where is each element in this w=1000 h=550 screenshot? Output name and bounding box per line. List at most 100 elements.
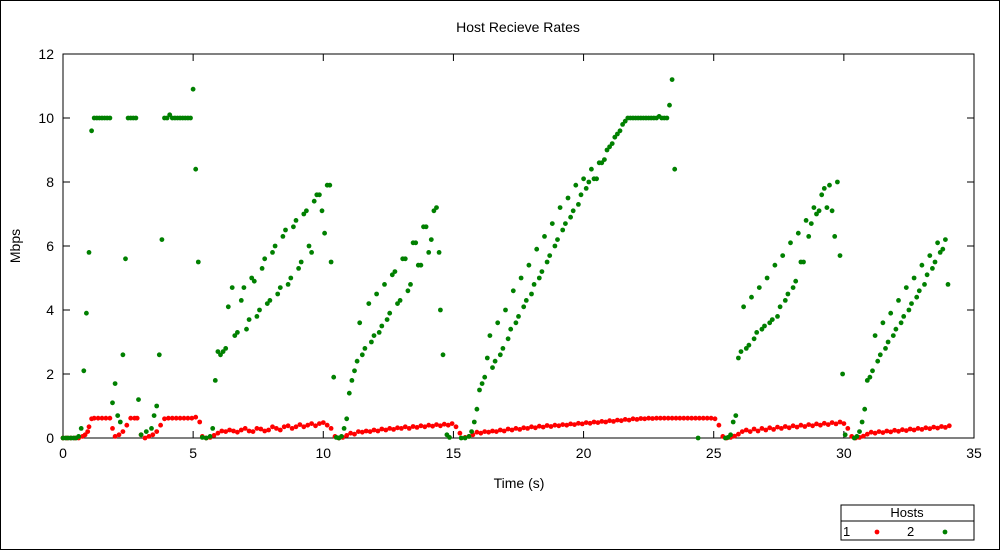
data-point [376,330,382,335]
data-point [513,320,519,326]
data-point [642,416,648,422]
data-point [572,422,577,427]
data-point [907,426,913,432]
data-point [943,425,948,430]
data-point [301,211,307,217]
data-point [296,266,301,271]
data-point [357,320,363,326]
data-point [190,86,196,92]
data-point [560,422,566,427]
data-point [903,285,909,290]
data-point [900,427,905,433]
data-point [189,415,195,421]
data-point [840,371,845,377]
data-point [759,326,765,332]
data-point [854,434,860,439]
data-point [274,426,279,431]
data-point [821,420,827,426]
data-point [285,423,291,429]
data-point [259,266,265,271]
data-point [736,355,741,361]
data-point [453,424,459,430]
data-point [258,426,264,432]
data-point [267,298,273,303]
data-point [630,416,636,422]
data-point [436,250,442,255]
data-point [362,346,368,351]
data-point [658,415,663,421]
data-point [665,415,671,421]
data-point [371,333,377,338]
data-point [173,415,179,421]
legend-label-series-2: 2 [907,524,914,539]
data-point [712,416,718,422]
data-point [366,301,372,306]
data-point [888,429,894,435]
data-point [428,237,434,243]
data-point [911,275,917,281]
data-point [669,415,675,421]
data-point [587,420,593,426]
data-point [531,282,537,287]
data-point [517,427,523,432]
data-point [423,224,429,230]
data-point [775,424,780,430]
data-point [945,282,951,287]
data-point [133,115,139,121]
data-point [708,415,714,421]
data-point [397,298,403,303]
data-point [277,285,283,290]
x-tick-label: 25 [706,445,722,461]
data-point [751,336,757,342]
data-point [513,426,519,431]
data-point [814,421,819,427]
data-point [599,160,605,166]
data-point [223,346,229,351]
y-tick-label: 0 [46,430,54,446]
data-point [301,424,307,430]
data-point [410,424,416,429]
data-point [275,291,281,297]
data-point [426,422,432,428]
data-point [383,427,389,433]
data-point [877,352,883,358]
data-point [110,400,115,406]
data-point [482,429,488,434]
data-point [185,415,191,421]
data-point [356,429,361,434]
data-point [736,431,741,437]
data-point [583,420,589,425]
data-point [367,429,373,434]
data-point [112,381,118,386]
data-point [825,422,831,427]
data-point [395,301,400,306]
data-point [664,115,670,121]
data-point [82,432,88,438]
data-point [747,429,753,434]
data-point [309,421,314,426]
data-point [505,336,511,342]
data-point [862,406,868,412]
y-tick-label: 4 [46,302,54,318]
data-point [622,118,628,124]
data-point [931,424,937,430]
data-point [946,423,952,429]
data-point [611,419,616,424]
data-point [115,413,121,418]
data-point [490,365,495,370]
data-point [440,352,446,358]
data-point [594,176,599,182]
data-point [503,307,508,313]
data-point [457,430,463,436]
data-point [458,435,464,441]
data-point [359,352,365,358]
data-point [824,205,830,211]
data-point [544,423,550,428]
data-point [763,427,769,433]
data-point [215,430,221,436]
data-point [634,417,640,422]
data-point [508,326,514,332]
data-point [371,427,377,433]
y-tick-label: 6 [46,238,54,254]
data-point [536,423,542,429]
